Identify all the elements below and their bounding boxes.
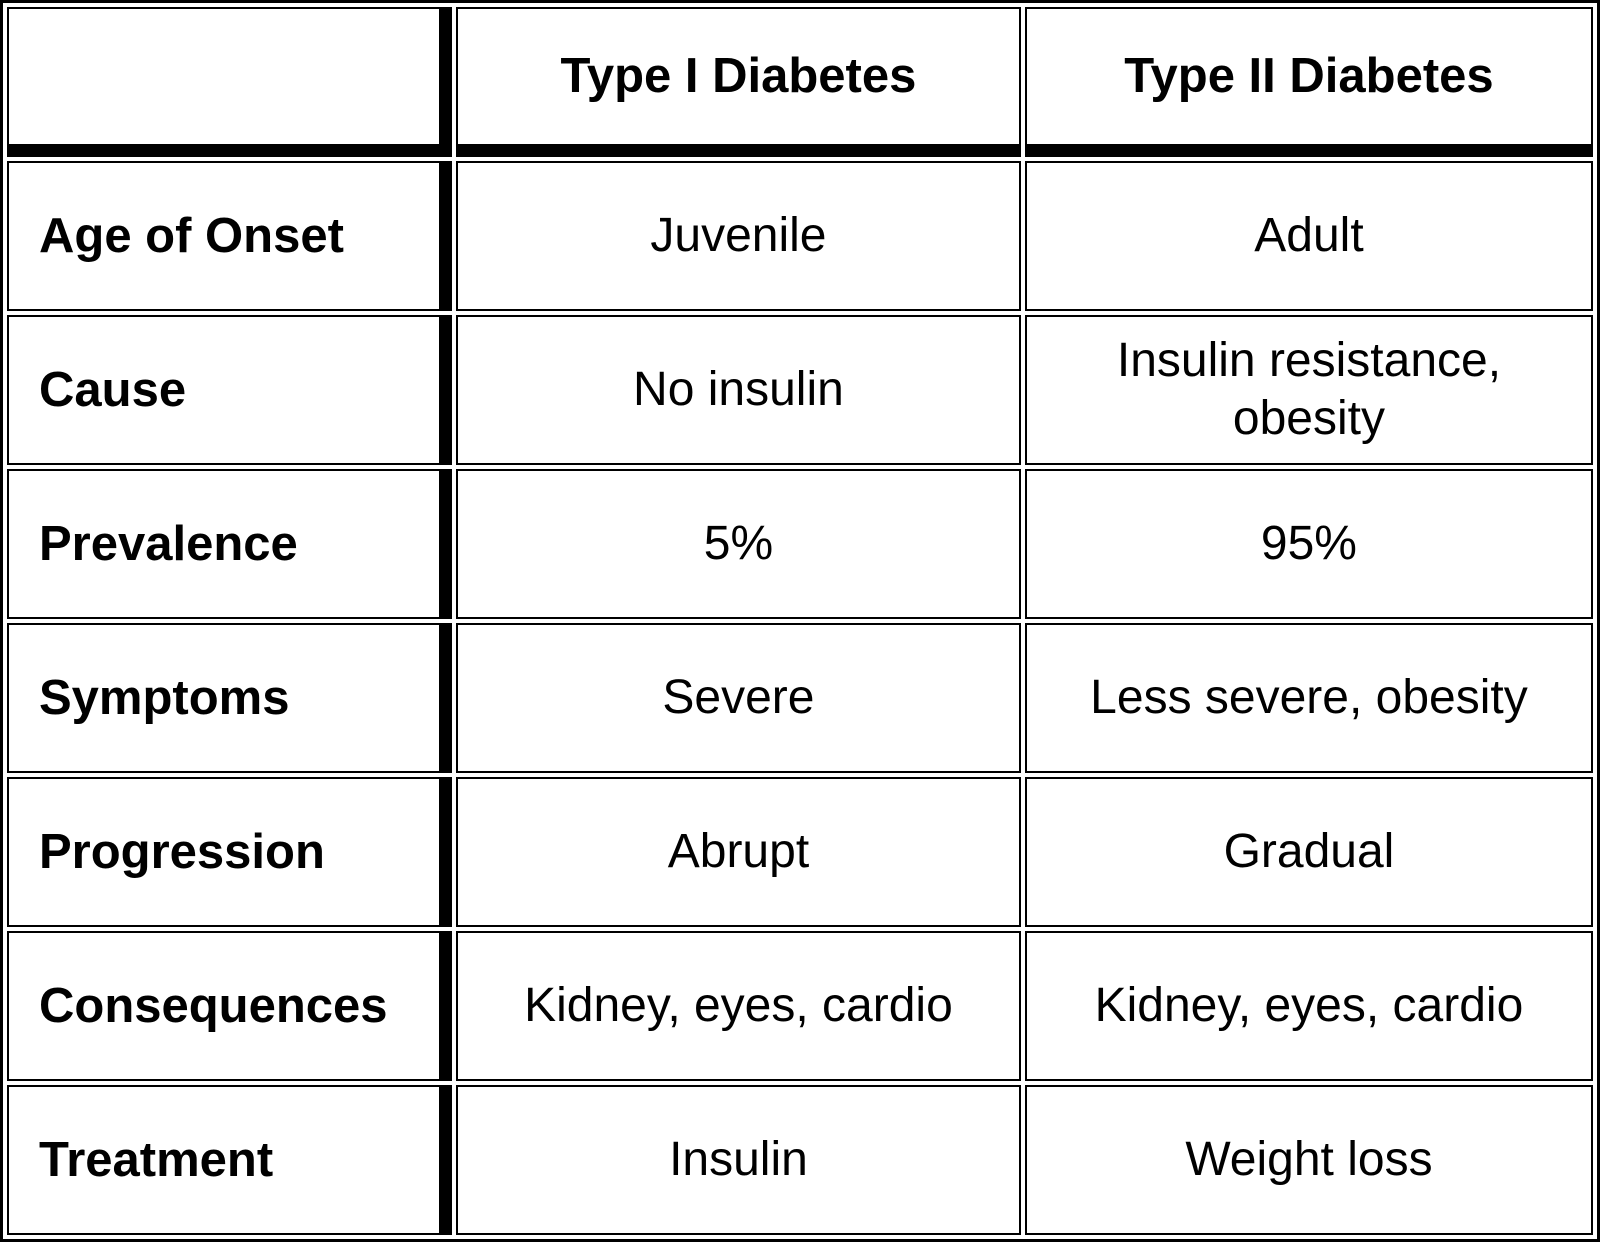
table-row-progression: Progression Abrupt Gradual — [7, 777, 1593, 927]
header-type2-diabetes: Type II Diabetes — [1024, 7, 1593, 157]
table-row-consequences: Consequences Kidney, eyes, cardio Kidney… — [7, 931, 1593, 1081]
cell-prevalence-type2: 95% — [1024, 469, 1593, 619]
table-row-treatment: Treatment Insulin Weight loss — [7, 1085, 1593, 1235]
row-label-age-of-onset: Age of Onset — [7, 161, 452, 311]
cell-consequences-type1: Kidney, eyes, cardio — [455, 931, 1021, 1081]
row-label-consequences: Consequences — [7, 931, 452, 1081]
cell-progression-type2: Gradual — [1024, 777, 1593, 927]
row-label-treatment: Treatment — [7, 1085, 452, 1235]
table-row-age-of-onset: Age of Onset Juvenile Adult — [7, 161, 1593, 311]
header-corner-cell — [7, 7, 452, 157]
row-label-progression: Progression — [7, 777, 452, 927]
row-label-cause: Cause — [7, 315, 452, 465]
cell-age-of-onset-type2: Adult — [1024, 161, 1593, 311]
table-row-prevalence: Prevalence 5% 95% — [7, 469, 1593, 619]
cell-progression-type1: Abrupt — [455, 777, 1021, 927]
cell-treatment-type2: Weight loss — [1024, 1085, 1593, 1235]
cell-prevalence-type1: 5% — [455, 469, 1021, 619]
cell-cause-type1: No insulin — [455, 315, 1021, 465]
cell-cause-type2: Insulin resistance, obesity — [1024, 315, 1593, 465]
row-label-symptoms: Symptoms — [7, 623, 452, 773]
table-row-cause: Cause No insulin Insulin resistance, obe… — [7, 315, 1593, 465]
cell-treatment-type1: Insulin — [455, 1085, 1021, 1235]
table-header-row: Type I Diabetes Type II Diabetes — [7, 7, 1593, 157]
cell-symptoms-type1: Severe — [455, 623, 1021, 773]
table-row-symptoms: Symptoms Severe Less severe, obesity — [7, 623, 1593, 773]
cell-symptoms-type2: Less severe, obesity — [1024, 623, 1593, 773]
row-label-prevalence: Prevalence — [7, 469, 452, 619]
header-type1-diabetes: Type I Diabetes — [455, 7, 1021, 157]
cell-age-of-onset-type1: Juvenile — [455, 161, 1021, 311]
cell-consequences-type2: Kidney, eyes, cardio — [1024, 931, 1593, 1081]
